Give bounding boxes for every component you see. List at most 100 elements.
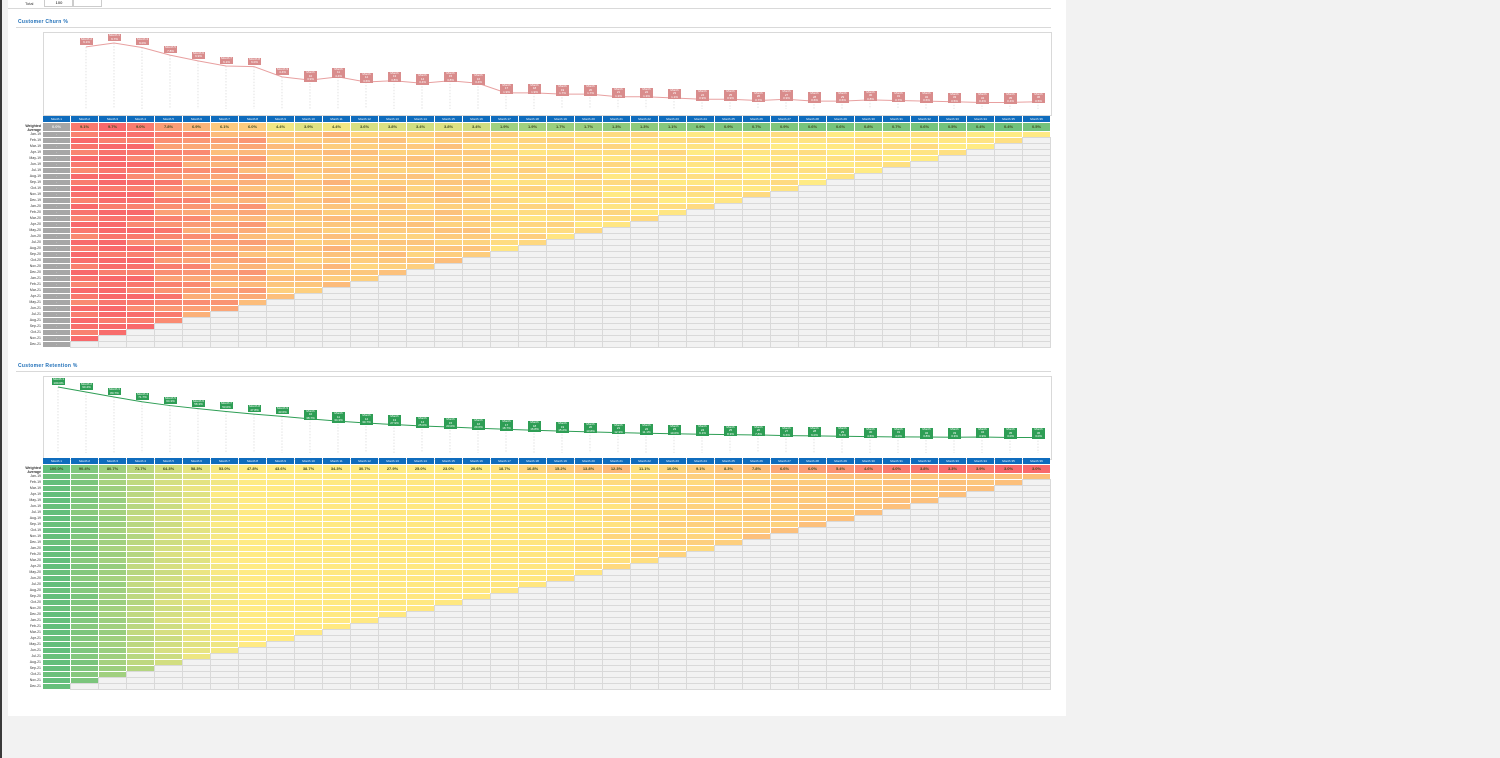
cohort-cell[interactable] [183, 270, 210, 275]
cohort-cell[interactable] [491, 492, 518, 497]
cohort-cell[interactable] [630, 299, 659, 306]
cohort-cell[interactable] [463, 516, 490, 521]
cohort-cell[interactable] [463, 570, 490, 575]
cohort-cell[interactable] [826, 251, 855, 258]
cohort-cell[interactable] [155, 216, 182, 221]
cohort-cell[interactable] [714, 263, 743, 270]
cohort-cell[interactable] [294, 329, 323, 336]
cohort-cell[interactable] [938, 275, 967, 282]
cohort-cell[interactable] [771, 504, 798, 509]
cohort-cell[interactable] [462, 293, 491, 300]
cohort-cell[interactable] [519, 576, 546, 581]
cohort-cell[interactable] [546, 275, 575, 282]
cohort-cell[interactable] [854, 215, 883, 222]
cohort-cell[interactable] [155, 222, 182, 227]
cohort-cell[interactable] [211, 570, 238, 575]
cohort-cell[interactable] [99, 168, 126, 173]
cohort-cell[interactable]: - [43, 186, 70, 191]
cohort-cell[interactable] [267, 132, 294, 137]
cohort-cell[interactable] [323, 486, 350, 491]
cohort-cell[interactable] [826, 281, 855, 288]
cohort-cell[interactable] [658, 581, 687, 588]
cohort-cell[interactable] [518, 671, 547, 678]
cohort-cell[interactable] [603, 222, 630, 227]
cohort-cell[interactable] [658, 599, 687, 606]
cohort-cell[interactable] [127, 606, 154, 611]
cohort-cell[interactable] [743, 132, 770, 137]
cohort-cell[interactable] [882, 629, 911, 636]
cohort-cell[interactable] [799, 162, 826, 167]
cohort-cell[interactable] [323, 570, 350, 575]
cohort-cell[interactable] [127, 642, 154, 647]
cohort-cell[interactable] [854, 563, 883, 570]
cohort-cell[interactable] [379, 522, 406, 527]
cohort-cell[interactable] [546, 623, 575, 630]
cohort-cell[interactable] [71, 558, 98, 563]
cohort-cell[interactable] [602, 257, 631, 264]
cohort-cell[interactable] [827, 498, 854, 503]
cohort-cell[interactable] [882, 509, 911, 516]
cohort-cell[interactable] [966, 521, 995, 528]
cohort-cell[interactable] [183, 522, 210, 527]
cohort-cell[interactable] [127, 228, 154, 233]
cohort-cell[interactable] [743, 150, 770, 155]
cohort-cell[interactable] [406, 287, 435, 294]
cohort-cell[interactable] [155, 210, 182, 215]
cohort-cell[interactable] [1022, 479, 1051, 486]
cohort-cell[interactable] [1022, 287, 1051, 294]
cohort-cell[interactable] [518, 617, 547, 624]
cohort-cell[interactable] [267, 198, 294, 203]
cohort-cell[interactable] [938, 611, 967, 618]
cohort-cell[interactable] [518, 287, 547, 294]
cohort-cell[interactable] [658, 269, 687, 276]
cohort-cell[interactable] [407, 516, 434, 521]
cohort-cell[interactable] [770, 593, 799, 600]
cohort-cell[interactable] [546, 245, 575, 252]
cohort-cell[interactable] [602, 659, 631, 666]
cohort-cell[interactable] [1022, 185, 1051, 192]
cohort-cell[interactable] [714, 221, 743, 228]
cohort-cell[interactable] [994, 179, 1023, 186]
cohort-cell[interactable] [603, 504, 630, 509]
cohort-cell[interactable] [323, 606, 350, 611]
cohort-cell[interactable] [630, 221, 659, 228]
cohort-cell[interactable] [323, 534, 350, 539]
cohort-cell[interactable] [239, 492, 266, 497]
cohort-cell[interactable] [798, 191, 827, 198]
cohort-cell[interactable] [546, 665, 575, 672]
cohort-cell[interactable] [407, 138, 434, 143]
cohort-cell[interactable] [1022, 497, 1051, 504]
cohort-cell[interactable] [127, 570, 154, 575]
cohort-cell[interactable] [490, 269, 519, 276]
cohort-cell[interactable] [686, 563, 715, 570]
cohort-cell[interactable] [43, 618, 70, 623]
cohort-cell[interactable] [351, 612, 378, 617]
cohort-cell[interactable] [322, 671, 351, 678]
cohort-cell[interactable] [379, 210, 406, 215]
cohort-cell[interactable] [350, 317, 379, 324]
cohort-cell[interactable] [574, 593, 603, 600]
cohort-cell[interactable] [351, 570, 378, 575]
cohort-cell[interactable] [323, 552, 350, 557]
cohort-cell[interactable] [379, 132, 406, 137]
cohort-cell[interactable] [659, 150, 686, 155]
cohort-cell[interactable] [99, 258, 126, 263]
cohort-cell[interactable] [603, 480, 630, 485]
cohort-cell[interactable] [658, 287, 687, 294]
cohort-cell[interactable] [910, 551, 939, 558]
cohort-cell[interactable] [1022, 143, 1051, 150]
cohort-cell[interactable] [770, 599, 799, 606]
cohort-cell[interactable] [798, 293, 827, 300]
cohort-cell[interactable] [938, 533, 967, 540]
cohort-cell[interactable] [99, 624, 126, 629]
cohort-cell[interactable] [938, 317, 967, 324]
cohort-cell[interactable] [630, 563, 659, 570]
cohort-cell[interactable] [407, 492, 434, 497]
cohort-cell[interactable] [854, 251, 883, 258]
cohort-cell[interactable] [407, 168, 434, 173]
cohort-cell[interactable] [407, 522, 434, 527]
cohort-cell[interactable] [71, 570, 98, 575]
cohort-cell[interactable] [435, 588, 462, 593]
cohort-cell[interactable] [882, 521, 911, 528]
cohort-cell[interactable] [826, 611, 855, 618]
